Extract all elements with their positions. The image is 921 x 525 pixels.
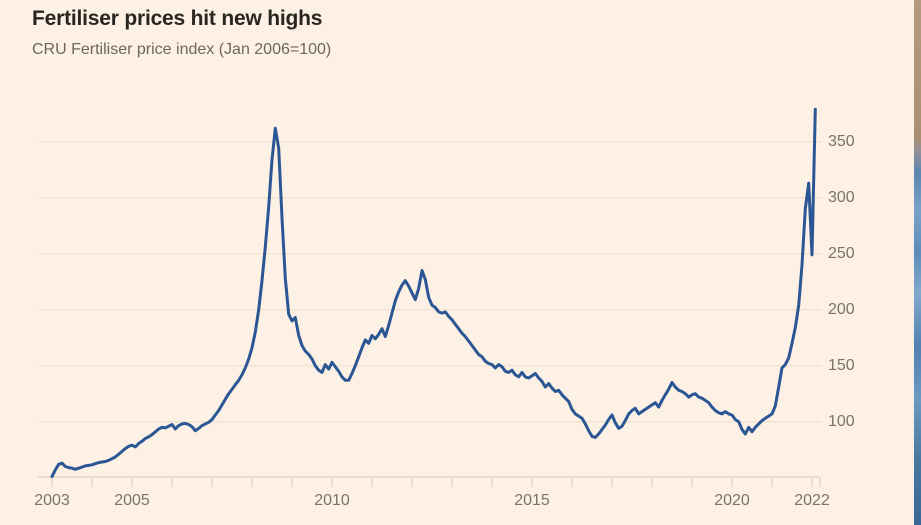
price-line [50, 107, 817, 479]
y-tick-label: 100 [828, 412, 855, 430]
y-tick-label: 150 [828, 356, 855, 374]
y-tick-label: 300 [828, 188, 855, 206]
y-tick-label: 200 [828, 300, 855, 318]
x-tick-label: 2020 [714, 492, 750, 509]
screen-edge-artifact [914, 0, 921, 525]
x-tick-label: 2010 [314, 492, 350, 509]
y-tick-label: 350 [828, 132, 855, 150]
x-tick-label: 2005 [114, 492, 150, 509]
chart-subtitle: CRU Fertiliser price index (Jan 2006=100… [32, 41, 332, 58]
x-tick-label: 2015 [514, 492, 550, 509]
chart-title: Fertiliser prices hit new highs [32, 7, 323, 30]
x-tick-label: 2003 [34, 492, 70, 509]
y-tick-label: 250 [828, 244, 855, 262]
x-tick-label: 2022 [794, 492, 830, 509]
